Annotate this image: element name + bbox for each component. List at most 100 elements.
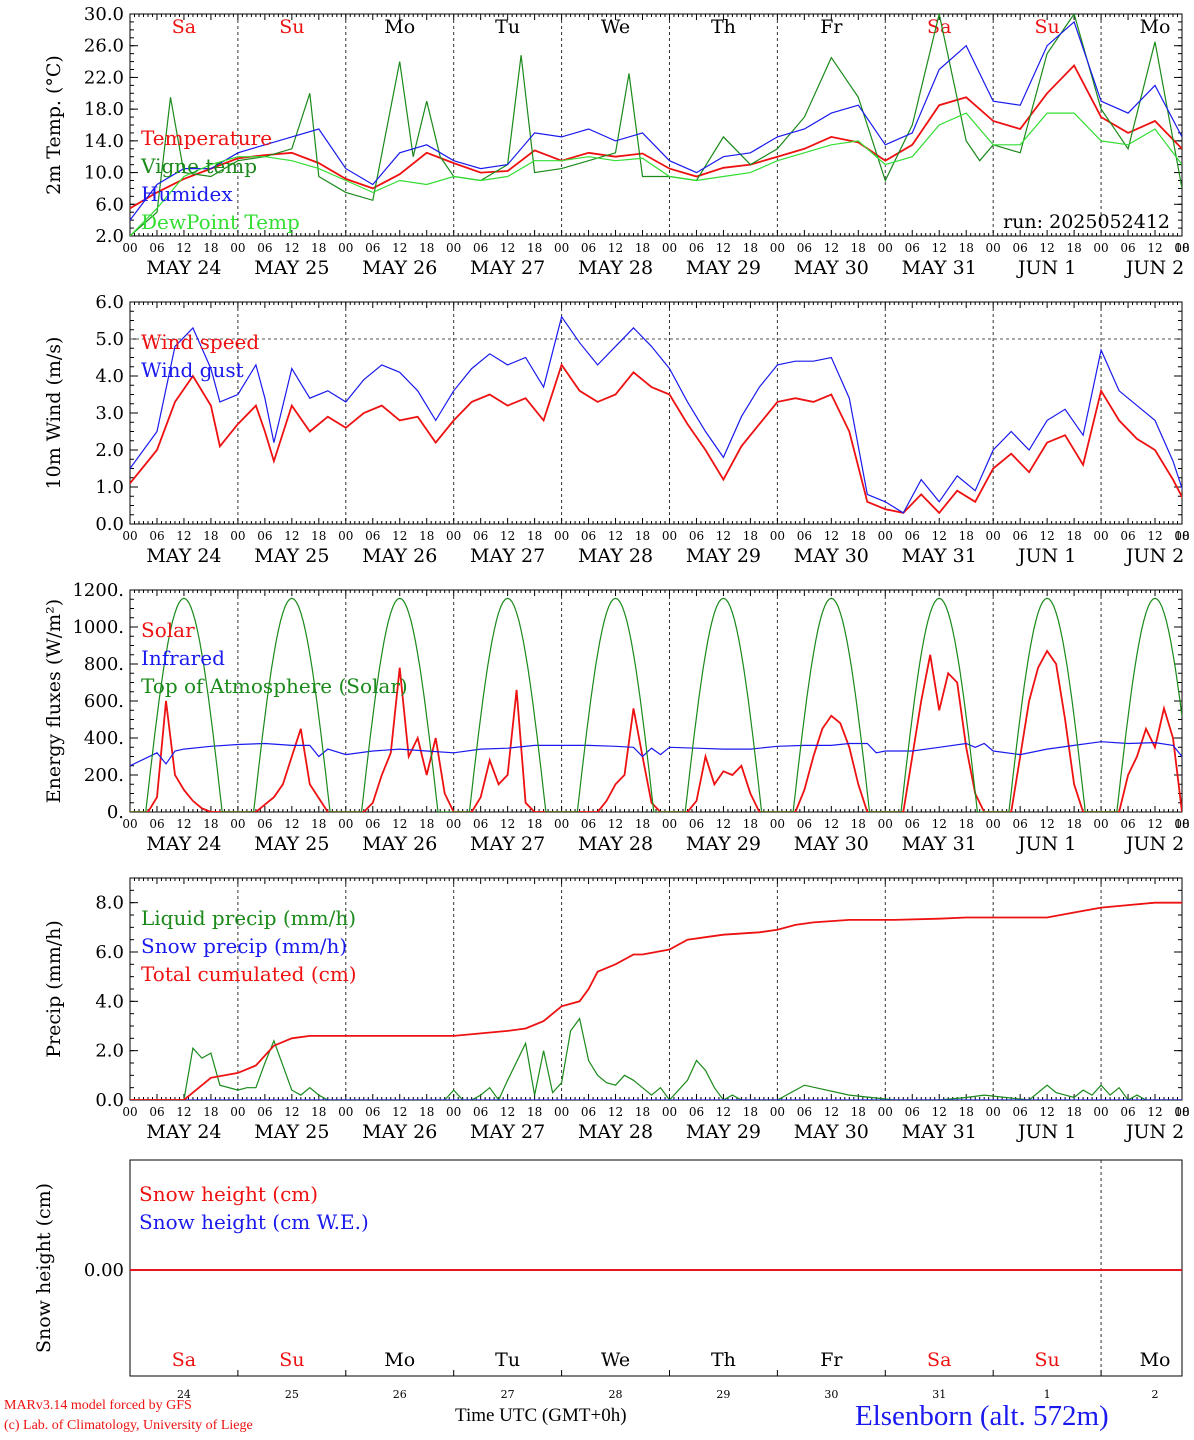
hour-tick-label: 06 [905,817,920,831]
series-line-temperature [130,63,1182,210]
day-label: MAY 24 [146,257,221,279]
hour-tick-label: 06 [257,1105,272,1119]
hour-tick-label: 18 [419,817,434,831]
y-tick-label: 0.00 [84,1260,124,1281]
hour-tick-label: 06 [365,241,380,255]
weekday-label: Su [279,16,304,38]
hour-tick-label: 00 [230,529,245,543]
hour-tick-label: 12 [176,817,191,831]
hour-tick-label: 06 [797,529,812,543]
day-label: JUN 2 [1124,545,1184,567]
weekday-label: Sa [172,1349,196,1371]
day-label: MAY 26 [362,1121,437,1143]
hour-tick-label: 12 [284,529,299,543]
hour-tick-label: 06 [581,1105,596,1119]
legend-entry: Snow height (cm) [139,1182,318,1206]
hour-tick-label: 18 [1174,529,1189,543]
y-tick-label: 30.0 [84,4,124,25]
hour-tick-label: 12 [176,241,191,255]
y-tick-label: 6.0 [95,942,124,963]
day-label: MAY 31 [902,545,977,567]
day-label: MAY 31 [902,257,977,279]
y-tick-label: 400. [84,728,124,749]
series-line-total-cumulated-cm- [130,901,1182,1100]
hour-tick-label: 06 [149,529,164,543]
day-number: 25 [285,1388,299,1401]
hour-tick-label: 06 [365,529,380,543]
hour-tick-label: 00 [446,529,461,543]
day-label: MAY 25 [254,257,329,279]
hour-tick-label: 06 [1013,241,1028,255]
y-tick-label: 18.0 [84,99,124,120]
hour-tick-label: 00 [986,817,1001,831]
y-tick-label: 2.0 [95,226,124,247]
hour-tick-label: 06 [1013,529,1028,543]
time-axis-label: Time UTC (GMT+0h) [455,1405,627,1426]
hour-tick-label: 00 [770,1105,785,1119]
day-label: MAY 28 [578,833,653,855]
hour-tick-label: 12 [716,817,731,831]
hour-tick-label: 18 [527,817,542,831]
day-label: JUN 1 [1016,833,1076,855]
y-tick-label: 10.0 [84,163,124,184]
hour-tick-label: 18 [527,529,542,543]
y-tick-label: 2.0 [95,440,124,461]
day-label: MAY 30 [794,833,869,855]
legend-entry: Snow height (cm W.E.) [139,1210,369,1234]
hour-tick-label: 00 [878,1105,893,1119]
hour-tick-label: 00 [878,529,893,543]
hour-tick-label: 06 [905,241,920,255]
weekday-label: Tu [495,16,520,38]
day-label: JUN 1 [1016,257,1076,279]
hour-tick-label: 12 [392,241,407,255]
day-label: MAY 28 [578,545,653,567]
hour-tick-label: 18 [419,241,434,255]
hour-tick-label: 18 [743,529,758,543]
hour-tick-label: 18 [419,1105,434,1119]
hour-tick-label: 12 [284,241,299,255]
hour-tick-label: 12 [932,817,947,831]
hour-tick-label: 00 [770,241,785,255]
hour-tick-label: 18 [851,1105,866,1119]
hour-tick-label: 12 [1039,529,1054,543]
hour-tick-label: 18 [1066,817,1081,831]
y-axis-label: Energy fluxes (W/m²) [43,599,65,803]
y-tick-label: 0.0 [95,514,124,535]
day-label: MAY 29 [686,1121,761,1143]
hour-tick-label: 00 [122,529,137,543]
hour-tick-label: 12 [1039,817,1054,831]
hour-tick-label: 00 [446,1105,461,1119]
hour-tick-label: 12 [932,1105,947,1119]
hour-tick-label: 12 [1147,1105,1162,1119]
legend-entry: Humidex [141,182,233,206]
hour-tick-label: 00 [446,241,461,255]
hour-tick-label: 12 [176,1105,191,1119]
weekday-label: Su [1034,1349,1059,1371]
hour-tick-label: 06 [473,529,488,543]
day-label: MAY 29 [686,545,761,567]
weekday-label: Tu [495,1349,520,1371]
hour-tick-label: 06 [581,529,596,543]
hour-tick-label: 06 [689,529,704,543]
weekday-label: Fr [820,16,843,38]
hour-tick-label: 18 [311,529,326,543]
series-line-humidex [130,20,1182,221]
hour-tick-label: 06 [689,817,704,831]
hour-tick-label: 12 [392,817,407,831]
legend-entry: Snow precip (mm/h) [141,934,347,958]
panel-4: 00 06 12 18 00 06 12 18 00 06 12 18 00 06 12 18 00 06 12 18… [43,877,1190,1143]
panel-frame [129,1159,1183,1377]
hour-tick-label: 06 [473,241,488,255]
day-label: MAY 28 [578,257,653,279]
hour-tick-label: 18 [203,1105,218,1119]
day-label: JUN 2 [1124,1121,1184,1143]
hour-tick-label: 06 [1013,1105,1028,1119]
day-number: 27 [501,1388,515,1401]
y-tick-label: 8.0 [95,893,124,914]
hour-tick-label: 18 [311,817,326,831]
hour-tick-label: 12 [932,529,947,543]
weekday-label: Th [711,16,736,38]
y-tick-label: 1.0 [95,477,124,498]
y-axis-label: Precip (mm/h) [43,920,65,1058]
hour-tick-label: 06 [473,817,488,831]
